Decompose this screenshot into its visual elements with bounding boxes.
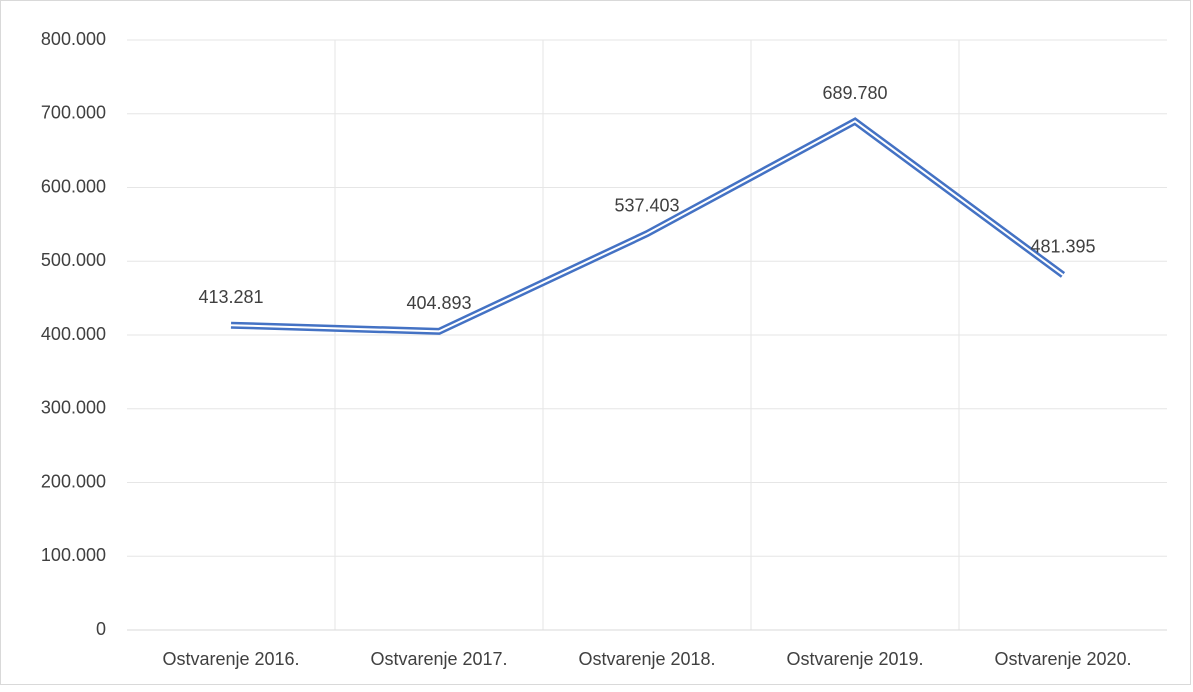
y-tick-label: 300.000 xyxy=(41,398,106,418)
x-tick-label: Ostvarenje 2017. xyxy=(370,649,507,669)
data-label: 481.395 xyxy=(1030,237,1095,257)
y-tick-label: 800.000 xyxy=(41,29,106,49)
x-tick-label: Ostvarenje 2020. xyxy=(994,649,1131,669)
x-tick-label: Ostvarenje 2018. xyxy=(578,649,715,669)
y-tick-label: 200.000 xyxy=(41,471,106,491)
data-label: 413.281 xyxy=(198,287,263,307)
x-tick-label: Ostvarenje 2016. xyxy=(162,649,299,669)
y-tick-label: 400.000 xyxy=(41,324,106,344)
y-tick-label: 0 xyxy=(96,619,106,639)
y-tick-label: 700.000 xyxy=(41,103,106,123)
y-tick-label: 100.000 xyxy=(41,545,106,565)
data-label: 689.780 xyxy=(822,83,887,103)
x-tick-label: Ostvarenje 2019. xyxy=(786,649,923,669)
data-label: 537.403 xyxy=(614,195,679,215)
y-tick-label: 500.000 xyxy=(41,250,106,270)
y-tick-label: 600.000 xyxy=(41,176,106,196)
data-label: 404.893 xyxy=(406,293,471,313)
line-inner xyxy=(230,120,1064,333)
